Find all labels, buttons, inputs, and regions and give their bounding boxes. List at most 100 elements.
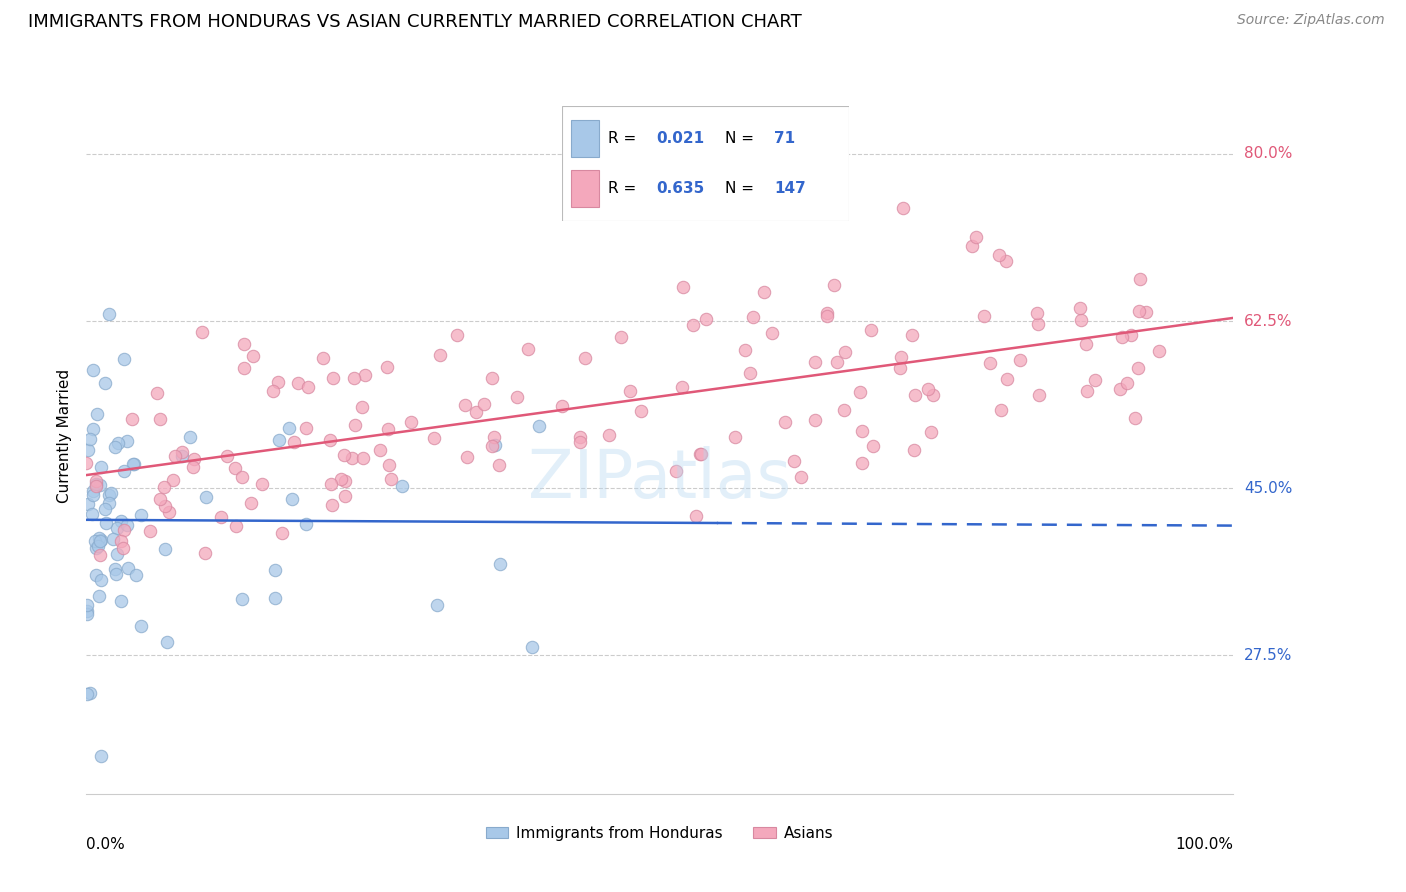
Point	[598, 428, 620, 442]
Point	[86, 474, 108, 488]
Point	[170, 449, 193, 463]
Point	[79, 432, 101, 446]
Point	[506, 390, 529, 404]
Point	[423, 431, 446, 445]
Point	[342, 450, 364, 465]
Point	[352, 451, 374, 466]
Text: Source: ZipAtlas.com: Source: ZipAtlas.com	[1237, 13, 1385, 28]
Point	[297, 380, 319, 394]
Point	[90, 573, 112, 587]
Point	[773, 416, 796, 430]
Point	[454, 398, 477, 412]
Point	[224, 461, 246, 475]
Point	[851, 457, 873, 471]
Point	[391, 479, 413, 493]
Text: ZIPatlas: ZIPatlas	[527, 446, 792, 512]
Point	[312, 351, 335, 365]
Point	[609, 330, 631, 344]
Point	[319, 476, 342, 491]
Point	[429, 348, 451, 362]
Point	[89, 589, 111, 603]
Point	[860, 323, 883, 337]
Point	[890, 351, 912, 365]
Point	[685, 508, 707, 523]
Point	[225, 519, 247, 533]
Point	[1084, 373, 1107, 387]
Point	[551, 400, 574, 414]
Point	[889, 361, 911, 376]
Point	[695, 311, 717, 326]
Point	[825, 355, 848, 369]
Point	[76, 598, 98, 612]
Point	[1076, 384, 1098, 398]
Point	[995, 254, 1018, 268]
Point	[266, 375, 288, 389]
Point	[105, 548, 128, 562]
Point	[149, 411, 172, 425]
Point	[76, 607, 98, 621]
Point	[100, 486, 122, 500]
Point	[1070, 313, 1092, 327]
Point	[1128, 303, 1150, 318]
Point	[350, 401, 373, 415]
Point	[125, 568, 148, 582]
Point	[104, 562, 127, 576]
Point	[1028, 388, 1050, 402]
Point	[283, 435, 305, 450]
Point	[156, 635, 179, 649]
Point	[115, 434, 138, 448]
Point	[1074, 336, 1097, 351]
Point	[152, 480, 174, 494]
Point	[738, 367, 761, 381]
Point	[149, 492, 172, 507]
Point	[851, 425, 873, 439]
Text: 45.0%: 45.0%	[1244, 481, 1292, 496]
Point	[790, 470, 813, 484]
Point	[761, 326, 783, 340]
Point	[665, 465, 688, 479]
Point	[903, 442, 925, 457]
Point	[465, 405, 488, 419]
Point	[734, 343, 756, 357]
Point	[153, 542, 176, 557]
Point	[98, 307, 121, 321]
Point	[1026, 317, 1049, 331]
Point	[489, 558, 512, 572]
Point	[129, 508, 152, 522]
Point	[368, 442, 391, 457]
Point	[90, 460, 112, 475]
Point	[527, 418, 550, 433]
Point	[76, 687, 98, 701]
Point	[630, 404, 652, 418]
Point	[179, 430, 201, 444]
Point	[105, 521, 128, 535]
Point	[488, 458, 510, 473]
Point	[107, 435, 129, 450]
Point	[832, 403, 855, 417]
Point	[231, 591, 253, 606]
Point	[157, 505, 180, 519]
Point	[997, 372, 1019, 386]
Point	[481, 439, 503, 453]
Point	[146, 386, 169, 401]
Point	[446, 327, 468, 342]
Point	[741, 310, 763, 324]
Point	[671, 380, 693, 394]
Point	[1116, 376, 1139, 391]
Point	[922, 387, 945, 401]
Point	[84, 479, 107, 493]
Point	[162, 473, 184, 487]
Point	[752, 285, 775, 299]
Point	[481, 371, 503, 385]
Text: 80.0%: 80.0%	[1244, 146, 1292, 161]
Point	[377, 422, 399, 436]
Point	[848, 385, 870, 400]
Point	[1119, 327, 1142, 342]
Point	[112, 523, 135, 537]
Point	[104, 440, 127, 454]
Point	[904, 387, 927, 401]
Point	[183, 451, 205, 466]
Point	[87, 531, 110, 545]
Point	[94, 516, 117, 530]
Point	[82, 483, 104, 498]
